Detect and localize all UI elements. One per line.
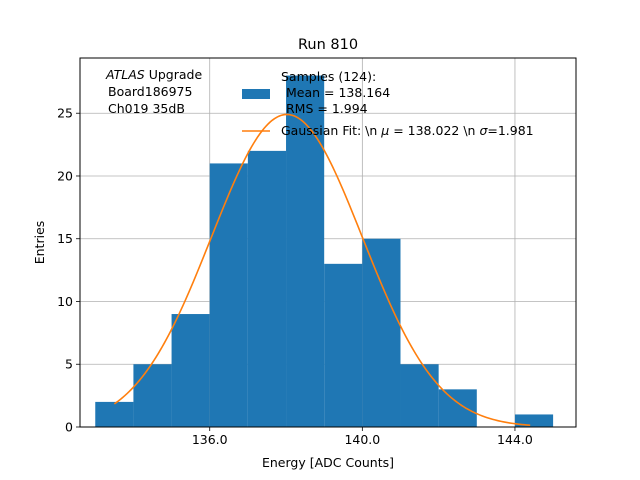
histogram-bars bbox=[95, 75, 554, 428]
annotation-channel: Ch019 35dB bbox=[108, 101, 185, 116]
histogram-bar-4 bbox=[247, 150, 287, 427]
legend-fit-mu-text: = 138.022 \n bbox=[389, 123, 479, 138]
chart-title: Run 810 bbox=[298, 37, 358, 53]
x-tick-label-2: 144.0 bbox=[497, 432, 533, 447]
histogram-bar-6 bbox=[324, 263, 363, 427]
y-tick-label-3: 15 bbox=[57, 231, 73, 246]
histogram-bar-5 bbox=[286, 75, 325, 428]
histogram-bar-8 bbox=[400, 364, 439, 427]
legend-fit-sigma-text: =1.981 bbox=[487, 123, 533, 138]
y-tick-label-0: 0 bbox=[65, 420, 73, 435]
legend-fit-prefix: Gaussian Fit: \n bbox=[281, 123, 381, 138]
histogram-bar-7 bbox=[362, 238, 401, 427]
y-tick-label-2: 10 bbox=[57, 294, 73, 309]
legend-hist-title: Samples (124): bbox=[281, 69, 376, 84]
legend-hist-mean: Mean = 138.164 bbox=[286, 85, 390, 100]
legend: Samples (124): Mean = 138.164 RMS = 1.99… bbox=[242, 69, 534, 138]
x-tick-label-0: 136.0 bbox=[192, 432, 228, 447]
y-axis-label: Entries bbox=[32, 221, 47, 265]
gaussian-fit-curve bbox=[113, 113, 531, 427]
histogram-bar-2 bbox=[171, 314, 210, 427]
annotation-board: Board186975 bbox=[108, 84, 192, 99]
histogram-bar-11 bbox=[514, 414, 554, 427]
legend-fit-sigma-symbol: σ bbox=[479, 123, 488, 138]
annotation-line-1: ATLAS Upgrade bbox=[105, 67, 202, 82]
gaussian-fit bbox=[113, 113, 531, 427]
x-tick-label-1: 140.0 bbox=[344, 432, 380, 447]
y-tick-label-4: 20 bbox=[57, 168, 73, 183]
legend-hist-swatch bbox=[242, 89, 270, 99]
axis-ticks: 136.0 140.0 144.0 0 5 10 15 20 25 bbox=[57, 106, 533, 447]
histogram-bar-3 bbox=[209, 163, 248, 427]
legend-hist-rms: RMS = 1.994 bbox=[286, 101, 368, 116]
atlas-annotation: ATLAS Upgrade Board186975 Ch019 35dB bbox=[105, 67, 202, 116]
legend-fit-mu-symbol: μ bbox=[380, 123, 389, 138]
legend-fit-text: Gaussian Fit: \n μ = 138.022 \n σ=1.981 bbox=[281, 123, 534, 138]
plot-frame bbox=[79, 57, 577, 428]
y-tick-label-1: 5 bbox=[65, 357, 73, 372]
annotation-experiment: ATLAS bbox=[105, 67, 145, 82]
histogram-bar-1 bbox=[133, 364, 172, 427]
annotation-label: Upgrade bbox=[149, 67, 203, 82]
histogram-bar-0 bbox=[95, 401, 134, 427]
histogram-bar-9 bbox=[438, 389, 477, 427]
y-tick-label-5: 25 bbox=[57, 106, 73, 121]
x-axis-label: Energy [ADC Counts] bbox=[262, 455, 394, 470]
